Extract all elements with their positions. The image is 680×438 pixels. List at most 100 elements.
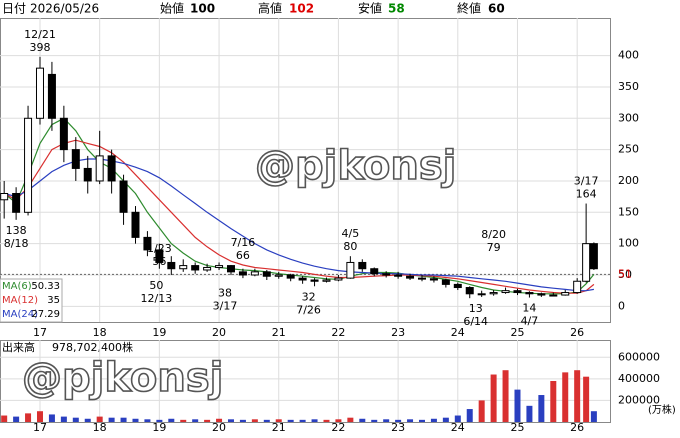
candle-body	[489, 292, 498, 295]
volume-bar	[562, 372, 569, 422]
volume-bar	[204, 419, 211, 422]
legend-label: MA(6)	[2, 281, 32, 292]
annotation-value: 80	[343, 240, 357, 253]
candle-body	[250, 271, 259, 276]
annotation-date: 12/21	[24, 28, 56, 41]
candle-body	[465, 287, 474, 295]
volume-bar	[227, 419, 234, 422]
candle-body	[525, 292, 534, 295]
volume-bar	[514, 389, 521, 422]
volume-bar	[395, 419, 402, 422]
candle-body	[573, 280, 582, 294]
annotation-value: 79	[487, 241, 501, 254]
x-tick-label: 17	[33, 326, 47, 339]
x-tick-label: 26	[570, 326, 584, 339]
candle-body	[262, 271, 271, 277]
volume-bar	[550, 381, 557, 422]
y-tick-label: 300	[618, 111, 639, 124]
candle-body	[453, 283, 462, 289]
volume-bar	[490, 374, 497, 422]
low: 58	[388, 2, 405, 16]
volume-bar	[347, 417, 354, 422]
y-tick-label: 0	[618, 299, 625, 312]
volume-bar	[466, 409, 473, 422]
candle-body	[589, 243, 598, 270]
legend-value: 50.33	[31, 281, 60, 292]
close: 60	[488, 2, 505, 16]
volume-bar	[1, 415, 8, 422]
legend-label: MA(12)	[2, 295, 38, 306]
annotation-date: 7/26	[296, 303, 321, 316]
volume-bar	[144, 419, 151, 422]
volume-bar	[13, 416, 20, 422]
y-tick-label: 100	[618, 237, 639, 250]
candle-body	[501, 290, 510, 294]
candle-body	[561, 292, 570, 296]
candle-body	[59, 117, 68, 151]
candle-body	[95, 155, 104, 182]
low-label: 安値	[358, 1, 382, 16]
candle-body	[358, 261, 367, 270]
watermark: @pjkonsj	[22, 355, 223, 401]
volume-bar	[275, 419, 282, 422]
volume-bar	[25, 413, 32, 422]
annotation-date: 7/16	[231, 236, 256, 249]
volume-bar	[48, 414, 55, 422]
volume-bar	[574, 370, 581, 422]
y-tick-label: 600000	[618, 350, 660, 363]
annotation-date: 6/14	[463, 315, 488, 328]
candle-body	[167, 261, 176, 270]
volume-bar	[251, 419, 258, 422]
x-tick-label: 20	[212, 421, 226, 434]
volume-bar	[359, 418, 366, 422]
x-tick-label: 23	[391, 326, 405, 339]
volume-bar	[216, 418, 223, 422]
x-tick-label: 19	[152, 326, 166, 339]
volume-bar	[418, 419, 425, 422]
volume-title: 出来高	[2, 340, 35, 354]
open: 100	[190, 2, 215, 16]
x-tick-label: 19	[152, 421, 166, 434]
y-tick-label: 400000	[618, 372, 660, 385]
annotation-value: 50	[149, 279, 163, 292]
volume-bar	[132, 418, 139, 422]
candle-body	[24, 117, 33, 213]
volume-bar	[84, 418, 91, 422]
y-tick-label: 200	[618, 174, 639, 187]
volume-bar	[192, 419, 199, 422]
volume-bar	[311, 419, 318, 422]
candle-body	[394, 274, 403, 277]
x-tick-label: 18	[93, 421, 107, 434]
candle-body	[477, 293, 486, 296]
volume-bar	[590, 411, 597, 422]
x-tick-label: 25	[510, 421, 524, 434]
candle-body	[203, 266, 212, 271]
candle-body	[406, 275, 415, 279]
candle-body	[334, 277, 343, 281]
volume-bar	[407, 419, 414, 422]
annotation-date: 3/17	[574, 175, 599, 188]
moving-average	[3, 139, 595, 294]
candle-body	[370, 268, 379, 275]
x-tick-label: 25	[510, 326, 524, 339]
candle-body	[215, 265, 224, 268]
volume-bar	[168, 418, 175, 422]
y-tick-label: 150	[618, 205, 639, 218]
high-label: 高値	[258, 1, 282, 16]
annotation-value: 32	[302, 290, 316, 303]
x-tick-label: 20	[212, 326, 226, 339]
candle-body	[417, 277, 426, 280]
candle-body	[537, 293, 546, 296]
candle-body	[47, 73, 56, 119]
x-tick-label: 21	[272, 326, 286, 339]
volume-bar	[478, 400, 485, 422]
y-tick-label: 400	[618, 49, 639, 62]
candle-body	[298, 277, 307, 281]
candle-body	[155, 249, 164, 263]
annotation-value: 13	[469, 302, 483, 315]
header-bar	[0, 0, 680, 18]
x-tick-label: 24	[451, 421, 465, 434]
candle-body	[71, 149, 80, 169]
annotation-date: 1/23	[147, 242, 172, 255]
